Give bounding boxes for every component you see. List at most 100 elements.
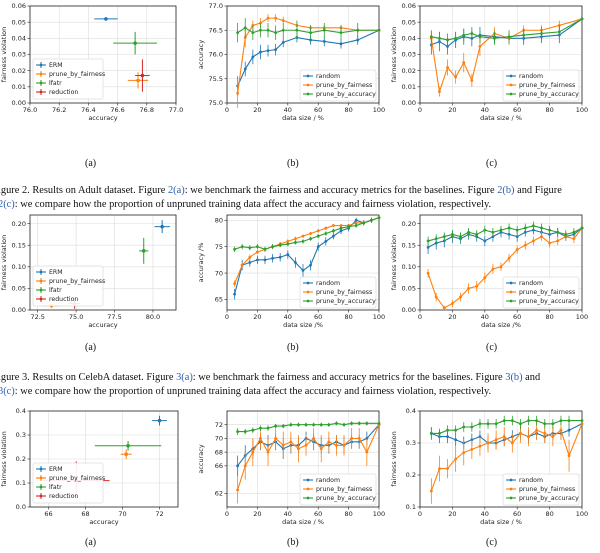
y-tick-label: 0.2 xyxy=(406,471,416,479)
y-axis-label: fairness violation xyxy=(390,431,398,486)
caption-text: and xyxy=(522,372,541,383)
figure-ref-link[interactable]: 2(a) xyxy=(167,185,185,196)
legend-marker xyxy=(306,83,310,87)
data-point xyxy=(564,233,568,236)
data-point xyxy=(263,258,267,262)
data-point xyxy=(263,247,267,251)
figure-3-caption-line-2: 3(c): we compare how the proportion of u… xyxy=(0,385,598,399)
chart-r3b: 0 20 40 60 80 100 62 66 68 70 72 data size / % accur… xyxy=(197,410,385,526)
data-point xyxy=(559,419,563,422)
data-point xyxy=(535,428,539,432)
data-point xyxy=(133,41,137,45)
data-point xyxy=(274,437,278,440)
y-axis-label: accuracy xyxy=(197,40,205,69)
legend-marker xyxy=(39,288,43,292)
data-point xyxy=(243,26,247,30)
data-point xyxy=(309,237,312,241)
x-tick-label: 0 xyxy=(418,510,422,518)
data-point xyxy=(426,245,430,249)
data-point xyxy=(236,430,240,433)
figure-ref-link[interactable]: 3(c) xyxy=(0,386,15,397)
data-point xyxy=(316,245,320,249)
y-tick-label: 0.15 xyxy=(12,241,26,249)
legend-entry: prune_by_accuracy xyxy=(519,91,579,98)
y-tick-label: 0.06 xyxy=(402,2,416,10)
y-tick-label: 0.10 xyxy=(402,263,416,271)
legend-entry: random xyxy=(519,280,543,287)
legend: random prune_by_fairness prune_by_accuracy xyxy=(299,473,377,506)
data-point xyxy=(459,235,462,238)
data-point xyxy=(240,245,244,249)
x-tick-label: 100 xyxy=(576,510,588,518)
legend-entry: prune_by_accuracy xyxy=(519,495,579,502)
data-point xyxy=(567,454,571,458)
y-tick-label: 77.0 xyxy=(209,2,223,10)
data-point xyxy=(266,450,270,454)
axes-frame xyxy=(226,410,380,508)
legend-box xyxy=(32,462,104,504)
data-point xyxy=(350,437,354,440)
data-point xyxy=(535,419,539,422)
x-tick-label: 0 xyxy=(225,510,229,518)
legend-entry: random xyxy=(316,280,340,287)
y-tick-label: 70 xyxy=(215,435,223,443)
data-point xyxy=(377,421,381,425)
x-tick-label: 80 xyxy=(545,510,553,518)
series-lfatr xyxy=(94,441,162,451)
y-tick-label: 62 xyxy=(215,489,223,497)
legend-box xyxy=(32,58,104,100)
panel-label-row2-a: (a) xyxy=(85,342,97,353)
data-point xyxy=(483,239,487,243)
data-point xyxy=(467,287,470,290)
data-point xyxy=(233,247,237,251)
legend-marker xyxy=(39,72,43,76)
data-point xyxy=(136,78,140,83)
data-point xyxy=(551,435,555,438)
data-point xyxy=(286,242,290,246)
data-point xyxy=(236,464,240,468)
data-point xyxy=(540,226,543,230)
legend-entry: random xyxy=(316,477,340,484)
legend-entry: ERM xyxy=(49,62,63,69)
y-tick-label: 0.06 xyxy=(12,2,26,10)
figure-ref-link[interactable]: 2(b) xyxy=(497,185,515,196)
data-point xyxy=(319,423,323,427)
panel-label-row2-b: (b) xyxy=(287,342,299,353)
data-point xyxy=(442,306,446,310)
legend-box xyxy=(32,265,104,307)
data-point xyxy=(532,224,535,228)
series-prune-by-accuracy xyxy=(426,221,584,246)
data-point xyxy=(470,448,474,451)
legend-entry: prune_by_fairness xyxy=(519,486,575,493)
caption-text: igure 3. Results on CelebA dataset. Figu… xyxy=(0,372,177,383)
figure-ref-link[interactable]: 3(b) xyxy=(505,372,523,383)
legend-marker xyxy=(39,494,43,498)
data-point xyxy=(454,457,458,461)
y-tick-label: 0.02 xyxy=(402,67,416,75)
data-point xyxy=(266,426,270,430)
legend-marker xyxy=(39,279,43,283)
data-point xyxy=(519,422,522,426)
chart-r2b: 0 20 40 60 80 100 65 70 75 80 data size /% accuracy… xyxy=(197,214,385,329)
data-point xyxy=(271,256,274,260)
series-prune-by-accuracy xyxy=(236,18,381,43)
data-point xyxy=(309,31,312,35)
y-tick-label: 72 xyxy=(215,421,223,429)
y-tick-label: 0.0 xyxy=(16,503,26,511)
data-point xyxy=(324,226,328,230)
x-tick-label: 70 xyxy=(118,510,126,518)
figure-ref-link[interactable]: 3(a) xyxy=(176,372,193,383)
series-prune-by-fairness xyxy=(429,420,584,504)
data-point xyxy=(446,467,449,470)
legend-box xyxy=(502,473,580,506)
y-tick-label: 75.5 xyxy=(209,75,223,83)
data-point xyxy=(470,78,474,82)
data-point xyxy=(126,444,130,448)
y-tick-label: 0.3 xyxy=(16,431,26,439)
data-point xyxy=(243,430,247,433)
data-point xyxy=(499,265,503,269)
data-point xyxy=(259,426,262,430)
panel-label-row3-b: (b) xyxy=(287,537,299,548)
data-point xyxy=(357,437,361,440)
figure-ref-link[interactable]: 2(c) xyxy=(0,199,15,210)
